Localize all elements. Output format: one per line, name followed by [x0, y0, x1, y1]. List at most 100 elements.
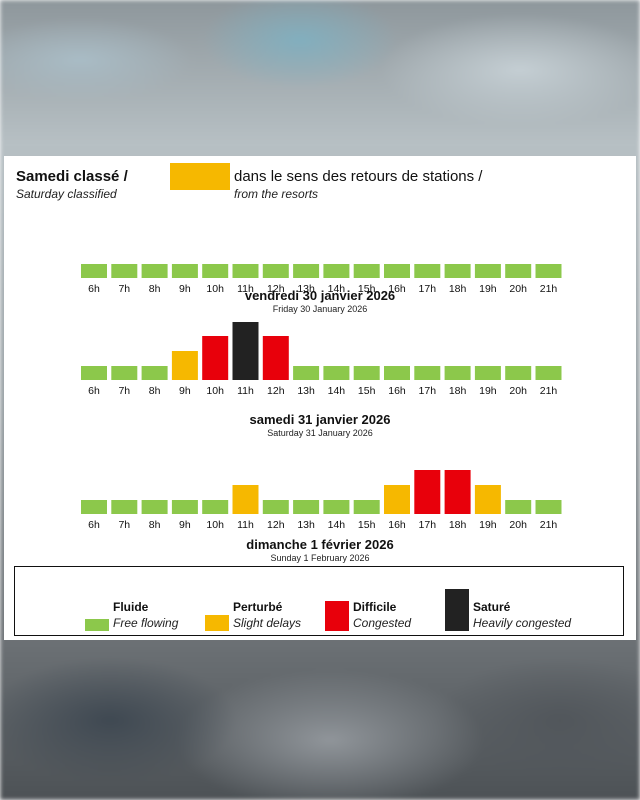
tick-label-10h: 10h [206, 519, 224, 531]
bar-13h [293, 500, 320, 514]
tick-label-8h: 8h [149, 283, 161, 295]
bar-17h [414, 366, 441, 380]
tick-label-11h: 11h [237, 385, 254, 397]
tick-label-8h: 8h [149, 385, 161, 397]
bar-12h [262, 336, 289, 380]
direction-french: dans le sens des retours de stations / [234, 168, 483, 185]
tick-label-7h: 7h [118, 283, 130, 295]
bar-9h [171, 351, 198, 380]
bar-8h [141, 500, 168, 514]
bar-21h [535, 366, 562, 380]
bar-14h [323, 366, 350, 380]
bar-8h [141, 264, 168, 278]
bar-14h [323, 264, 350, 278]
bar-10h [202, 336, 229, 380]
tick-label-16h: 16h [388, 283, 406, 295]
tick-label-9h: 9h [179, 283, 191, 295]
tick-label-7h: 7h [118, 385, 130, 397]
title-english: Saturday classified [16, 187, 117, 201]
bar-6h [81, 264, 107, 278]
legend-swatch-sature [445, 589, 469, 631]
tick-label-10h: 10h [206, 385, 224, 397]
bar-17h [414, 470, 441, 514]
tick-label-21h: 21h [540, 519, 558, 531]
bar-15h [353, 264, 380, 278]
tick-label-12h: 12h [267, 385, 285, 397]
bar-17h [414, 264, 441, 278]
tick-label-19h: 19h [479, 519, 497, 531]
bar-16h [384, 485, 410, 514]
tick-label-17h: 17h [419, 283, 437, 295]
tick-label-17h: 17h [419, 519, 437, 531]
bar-10h [202, 500, 229, 514]
tick-label-12h: 12h [267, 283, 285, 295]
bar-19h [474, 264, 501, 278]
legend-desc-difficile: Congested [353, 616, 412, 630]
bar-16h [384, 264, 410, 278]
tick-label-13h: 13h [297, 385, 315, 397]
tick-label-21h: 21h [540, 385, 558, 397]
bar-12h [262, 500, 289, 514]
day-title-sunday: dimanche 1 février 2026 [246, 537, 394, 552]
tick-label-12h: 12h [267, 519, 285, 531]
bar-7h [111, 500, 138, 514]
tick-label-13h: 13h [297, 283, 315, 295]
tick-label-15h: 15h [358, 283, 376, 295]
bar-19h [474, 485, 501, 514]
bar-9h [171, 264, 198, 278]
bar-20h [505, 366, 532, 380]
tick-label-9h: 9h [179, 385, 191, 397]
classification-swatch [170, 163, 230, 190]
tick-label-9h: 9h [179, 519, 191, 531]
bar-9h [171, 500, 198, 514]
bar-7h [111, 264, 138, 278]
tick-label-18h: 18h [449, 519, 467, 531]
tick-label-20h: 20h [509, 519, 527, 531]
tick-label-11h: 11h [237, 519, 254, 531]
legend-name-perturbe: Perturbé [233, 600, 283, 614]
legend-desc-sature: Heavily congested [473, 616, 572, 630]
legend-desc-perturbe: Slight delays [233, 616, 302, 630]
day-title-friday: vendredi 30 janvier 2026 [244, 288, 396, 303]
legend-desc-fluide: Free flowing [113, 616, 179, 630]
tick-label-11h: 11h [237, 283, 254, 295]
bar-21h [535, 500, 562, 514]
bar-18h [444, 366, 471, 380]
chart-sunday: 6h 7h 8h 9h 10h 11h 12h 13h 14h 15h 16h 17h 18h 19h 20… [81, 470, 562, 531]
tick-label-10h: 10h [206, 283, 224, 295]
tick-label-15h: 15h [358, 519, 376, 531]
tick-label-18h: 18h [449, 283, 467, 295]
tick-label-6h: 6h [88, 519, 100, 531]
tick-label-16h: 16h [388, 385, 406, 397]
bar-20h [505, 264, 532, 278]
tick-label-14h: 14h [328, 283, 346, 295]
bar-16h [384, 366, 410, 380]
bar-15h [353, 366, 380, 380]
legend: Fluide Free flowing Perturbé Slight dela… [14, 566, 624, 636]
chart-friday: 6h 7h 8h 9h 10h 11h 12h 13h 14h 15h 16h 17h 18h 19h 20… [81, 264, 562, 295]
bar-20h [505, 500, 532, 514]
tick-label-6h: 6h [88, 283, 100, 295]
bar-19h [474, 366, 501, 380]
bar-18h [444, 264, 471, 278]
bar-18h [444, 470, 471, 514]
tick-label-19h: 19h [479, 283, 497, 295]
tick-label-6h: 6h [88, 385, 100, 397]
day-title-saturday: samedi 31 janvier 2026 [249, 412, 391, 427]
bar-11h [232, 322, 259, 380]
day-subtitle-saturday: Saturday 31 January 2026 [267, 428, 373, 438]
day-subtitle-sunday: Sunday 1 February 2026 [270, 553, 370, 563]
bar-7h [111, 366, 138, 380]
bar-21h [535, 264, 562, 278]
legend-name-sature: Saturé [473, 600, 511, 614]
bar-11h [232, 485, 259, 514]
bar-8h [141, 366, 168, 380]
tick-label-21h: 21h [540, 283, 558, 295]
direction-english: from the resorts [234, 187, 319, 201]
bar-6h [81, 500, 107, 514]
legend-swatch-perturbe [205, 615, 229, 631]
legend-name-fluide: Fluide [113, 600, 149, 614]
bar-13h [293, 366, 320, 380]
bar-15h [353, 500, 380, 514]
bar-11h [232, 264, 259, 278]
